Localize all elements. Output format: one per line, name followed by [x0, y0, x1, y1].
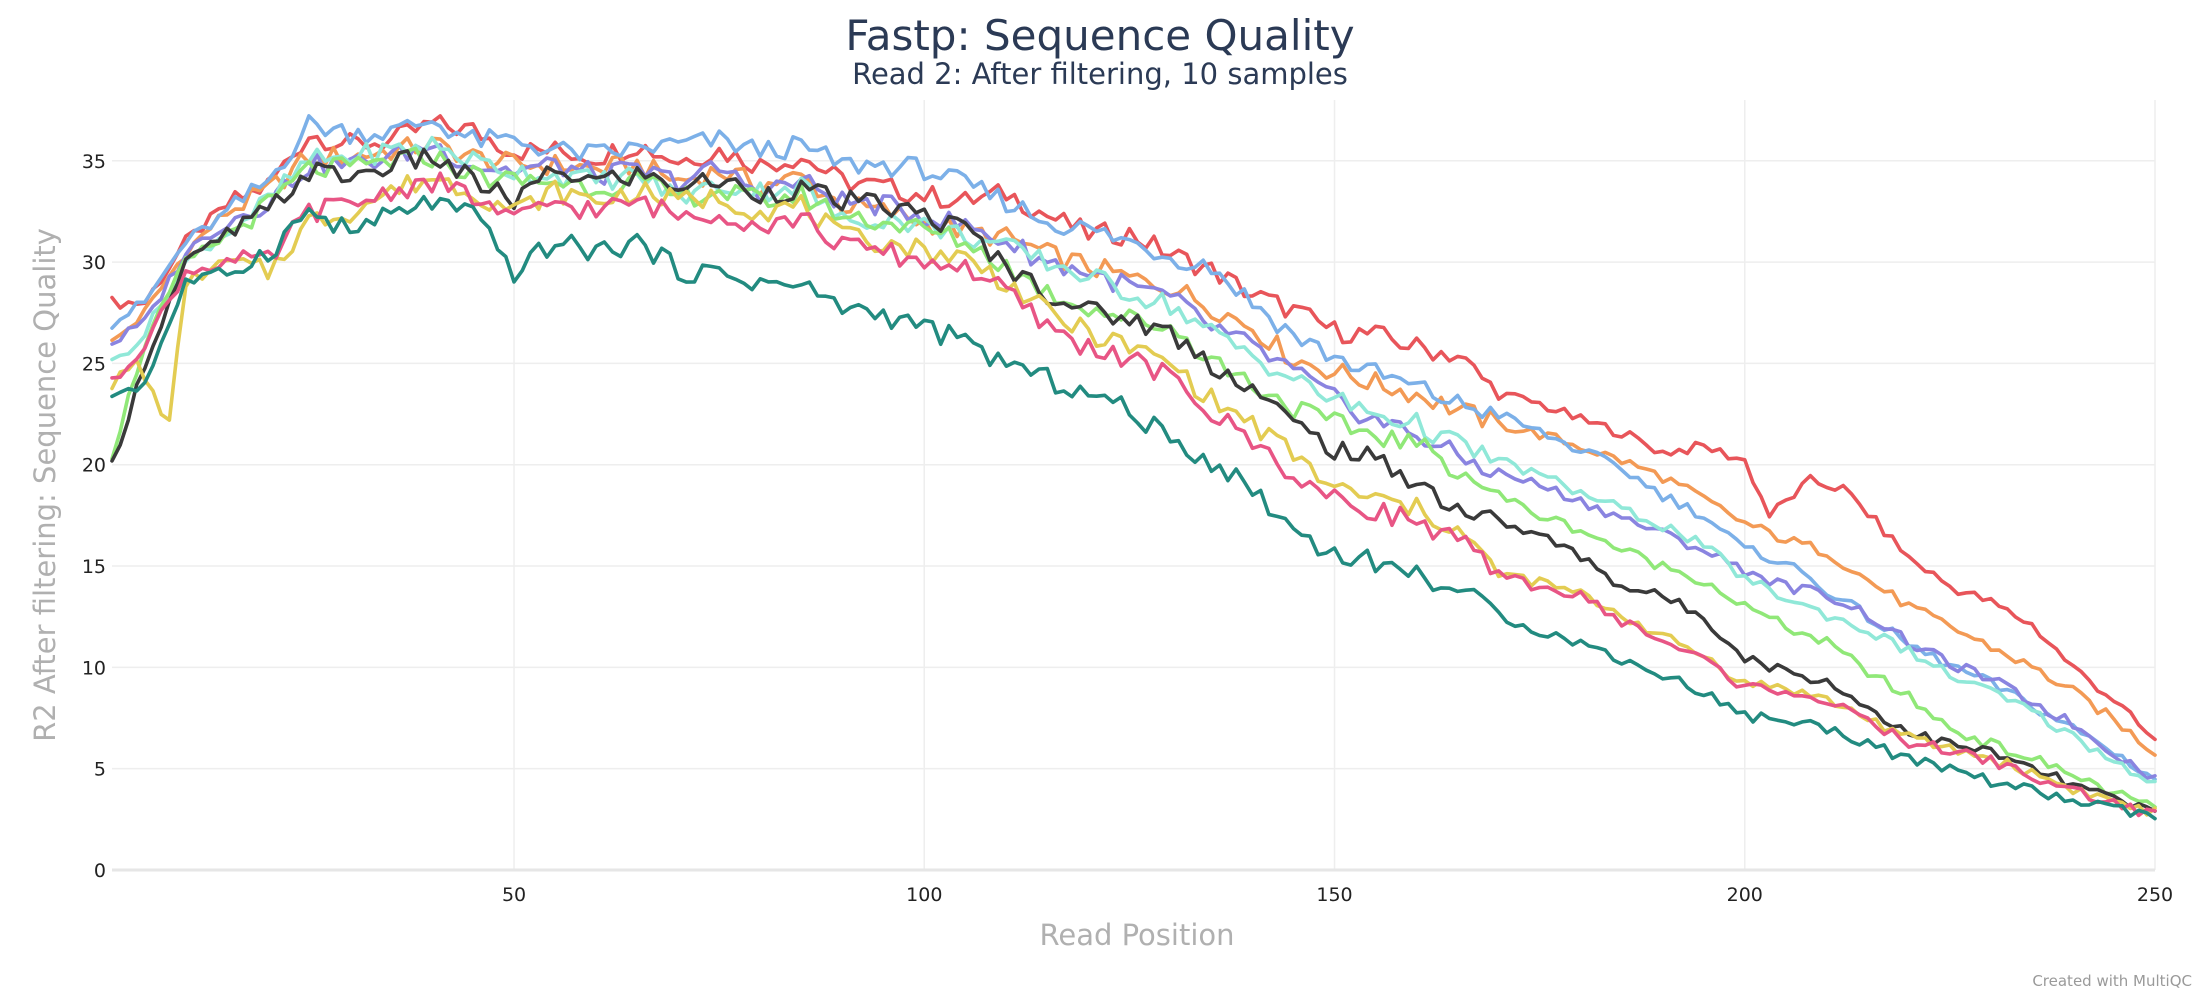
chart-subtitle: Read 2: After filtering, 10 samples: [852, 57, 1348, 91]
x-axis-label: Read Position: [1040, 918, 1235, 952]
series-line-2: [110, 136, 2157, 757]
x-tick-label: 50: [502, 884, 526, 906]
series-line-10: [110, 194, 2157, 821]
x-tick-label: 250: [2137, 884, 2173, 906]
y-axis-label: R2 After filtering: Sequence Quality: [28, 228, 62, 742]
y-tick-label: 20: [82, 455, 106, 477]
y-tick-label: 25: [82, 353, 106, 375]
y-tick-label: 5: [94, 759, 106, 781]
x-tick-label: 200: [1727, 884, 1763, 906]
y-axis-ticks: 0 5 10 15 20 25 30 35: [82, 151, 106, 882]
series-line-4: [110, 142, 2157, 781]
x-tick-label: 150: [1316, 884, 1352, 906]
series-line-5: [110, 135, 2157, 784]
x-tick-label: 100: [906, 884, 942, 906]
y-tick-label: 35: [82, 151, 106, 173]
series-line-1: [110, 114, 2157, 742]
series-line-7: [110, 147, 2157, 813]
y-tick-label: 10: [82, 657, 106, 679]
chart-title: Fastp: Sequence Quality: [845, 11, 1354, 60]
y-tick-label: 30: [82, 252, 106, 274]
series-line-9: [110, 171, 2157, 818]
x-axis-ticks: 50 100 150 200 250: [502, 884, 2173, 906]
series-lines: [110, 114, 2157, 821]
series-line-3: [110, 114, 2157, 782]
y-tick-label: 0: [94, 860, 106, 882]
series-line-8: [110, 174, 2157, 817]
grid: [112, 100, 2156, 872]
multiqc-credit: Created with MultiQC: [2032, 972, 2192, 990]
y-tick-label: 15: [82, 556, 106, 578]
